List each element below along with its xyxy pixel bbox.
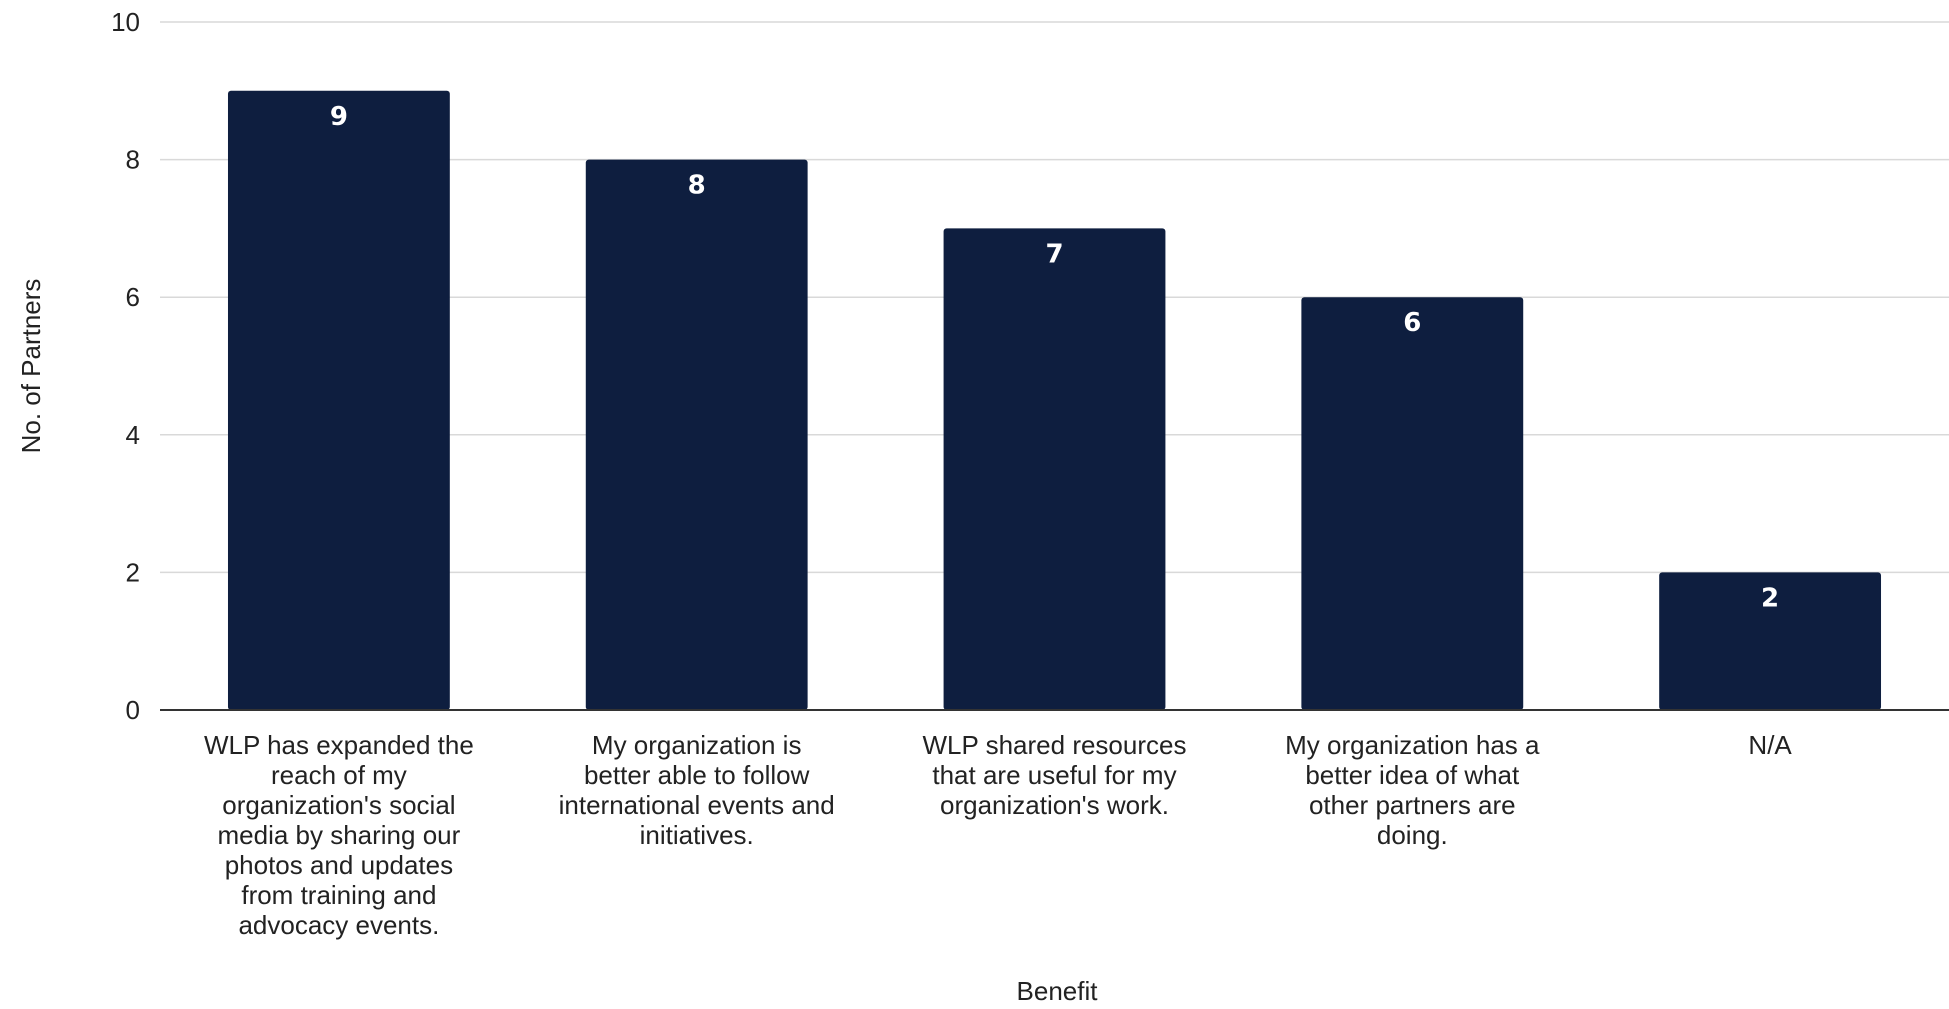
x-category-label-5: N/A	[1748, 730, 1792, 760]
x-axis-category-labels: WLP has expanded the reach of my organizat…	[204, 730, 1792, 940]
y-axis-ticks: 0 2 4 6 8 10	[111, 7, 140, 725]
x-category-label-line: media by sharing our	[217, 820, 460, 850]
x-category-label-line: WLP shared resources	[923, 730, 1187, 760]
x-category-label-line: WLP has expanded the	[204, 730, 474, 760]
y-tick-label-8: 8	[126, 145, 140, 175]
x-category-label-line: N/A	[1748, 730, 1792, 760]
x-category-label-line: from training and	[241, 880, 436, 910]
bar-value-label-3: 7	[1045, 239, 1063, 269]
y-tick-label-2: 2	[126, 557, 140, 587]
x-category-label-line: better idea of what	[1305, 760, 1520, 790]
y-tick-label-0: 0	[126, 695, 140, 725]
x-category-label-line: photos and updates	[225, 850, 453, 880]
x-category-label-line: better able to follow	[584, 760, 810, 790]
bar-value-labels: 9 8 7 6 2	[330, 102, 1779, 614]
bars	[227, 90, 1882, 711]
y-tick-label-6: 6	[126, 282, 140, 312]
x-category-label-line: My organization has a	[1285, 730, 1540, 760]
bar-2	[585, 159, 808, 711]
y-tick-label-4: 4	[126, 420, 140, 450]
bar-3	[943, 228, 1166, 710]
x-category-label-3: WLP shared resources that are useful for …	[923, 730, 1187, 820]
x-category-label-line: My organization is	[592, 730, 802, 760]
y-axis-title: No. of Partners	[16, 279, 46, 454]
x-category-label-line: organization's social	[222, 790, 455, 820]
x-category-label-line: initiatives.	[640, 820, 754, 850]
bar-4	[1301, 297, 1524, 710]
bar-value-label-4: 6	[1403, 308, 1421, 338]
x-category-label-line: other partners are	[1309, 790, 1516, 820]
bar-value-label-2: 8	[688, 171, 706, 201]
x-category-label-line: international events and	[559, 790, 835, 820]
x-category-label-1: WLP has expanded the reach of my organizat…	[204, 730, 474, 940]
bar-5	[1659, 572, 1882, 710]
x-category-label-line: that are useful for my	[932, 760, 1176, 790]
x-category-label-2: My organization is better able to follow i…	[559, 730, 835, 850]
bar-value-label-5: 2	[1761, 583, 1779, 613]
x-category-label-4: My organization has a better idea of what…	[1285, 730, 1540, 850]
bar-value-label-1: 9	[330, 102, 348, 132]
x-category-label-line: advocacy events.	[238, 910, 439, 940]
bar-1	[227, 90, 450, 711]
y-tick-label-10: 10	[111, 7, 140, 37]
x-category-label-line: reach of my	[271, 760, 407, 790]
x-axis-title: Benefit	[1017, 976, 1099, 1006]
x-category-label-line: doing.	[1377, 820, 1448, 850]
x-category-label-line: organization's work.	[940, 790, 1169, 820]
